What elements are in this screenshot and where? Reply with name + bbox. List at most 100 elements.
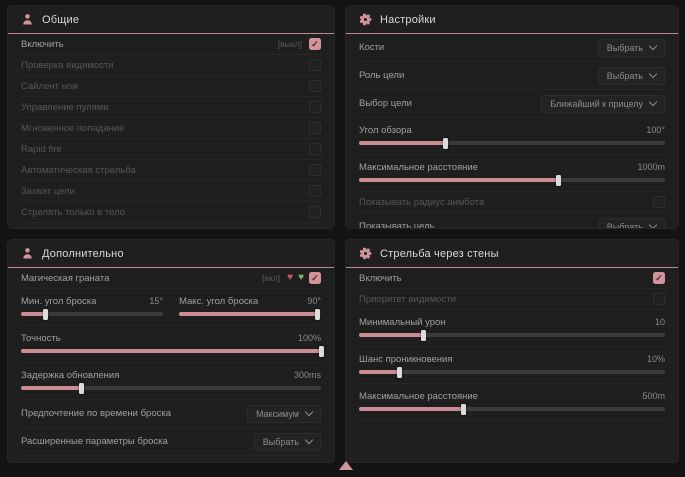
slider-value: 15° [149, 296, 163, 306]
dropdown[interactable]: Выбрать [253, 432, 321, 451]
slider-fill [359, 370, 399, 374]
panel-header-wallbang: Стрельба через стены [346, 240, 678, 268]
checkbox[interactable] [309, 206, 321, 218]
scroll-up-indicator-icon[interactable] [339, 461, 353, 470]
slider-track[interactable] [21, 345, 324, 357]
row-label: Выбор цели [359, 98, 412, 109]
panels-grid: Общие Включить [выкл] ✓ Проверка видимости Са… [8, 6, 678, 462]
row-controls [309, 206, 321, 218]
checkbox[interactable] [653, 293, 665, 305]
slider-half: Макс. угол броска 90° [179, 289, 321, 325]
bind-state-tag: [выкл] [277, 39, 302, 49]
row-label: Предпочтение по времени броска [21, 408, 171, 419]
row-label: Роль цели [359, 70, 405, 81]
bind-state-tag: [вкл] [262, 273, 281, 283]
dropdown-value: Выбрать [606, 70, 643, 81]
row-dropdown: Показывать цель Выбрать [359, 213, 665, 228]
row-checkbox: Мгновенное попадание [21, 118, 321, 139]
chevron-down-icon [304, 407, 314, 417]
row-label: Проверка видимости [21, 59, 114, 71]
chevron-down-icon [648, 69, 658, 79]
slider-handle[interactable] [43, 308, 49, 320]
panel-additional: Дополнительно Магическая граната [вкл] ♥ ♥ ✓ М… [8, 240, 334, 462]
dropdown[interactable]: Выбрать [597, 217, 665, 228]
panel-general: Общие Включить [выкл] ✓ Проверка видимости Са… [8, 6, 334, 228]
checkbox[interactable] [309, 185, 321, 197]
checkbox[interactable] [309, 80, 321, 92]
row-label: Угол обзора [359, 124, 412, 136]
row-checkbox: Приоритет видимости [359, 289, 665, 310]
heart-green-icon: ♥ [298, 272, 304, 283]
person-icon [21, 13, 34, 26]
slider-label-row: Мин. угол броска 15° [21, 293, 163, 309]
gear-icon [359, 13, 372, 26]
slider-handle[interactable] [421, 329, 427, 341]
slider-value: 100° [646, 125, 665, 135]
dropdown-value: Выбрать [262, 436, 299, 447]
slider-fill [21, 386, 81, 390]
slider-label-row: Угол обзора 100° [359, 122, 665, 138]
slider-track[interactable] [359, 174, 665, 186]
row-label: Кости [359, 42, 385, 53]
slider-track[interactable] [359, 137, 665, 149]
checkbox[interactable] [309, 143, 321, 155]
slider-value: 300ms [293, 370, 321, 380]
row-dropdown: Роль цели Выбрать [359, 62, 665, 90]
slider-track[interactable] [21, 308, 163, 320]
slider-track[interactable] [179, 308, 321, 320]
row-label: Захват цели [21, 185, 75, 197]
row-checkbox: Захват цели [21, 181, 321, 202]
slider-track[interactable] [359, 403, 665, 415]
row-label: Включить [21, 38, 64, 50]
row-slider: Точность 100% [21, 326, 324, 363]
slider-track[interactable] [21, 382, 321, 394]
slider-handle[interactable] [461, 403, 467, 415]
row-dropdown: Выбор цели Ближайший к прицелу [359, 90, 665, 118]
checkbox[interactable]: ✓ [309, 272, 321, 284]
slider-handle[interactable] [442, 137, 448, 149]
slider-handle[interactable] [396, 366, 402, 378]
checkbox[interactable] [309, 122, 321, 134]
checkbox[interactable] [653, 196, 665, 208]
checkbox[interactable] [309, 101, 321, 113]
chevron-down-icon [304, 435, 314, 445]
slider-track[interactable] [359, 329, 665, 341]
panel-title: Настройки [380, 13, 436, 26]
slider-handle[interactable] [314, 308, 320, 320]
row-dropdown: Расширенные параметры броска Выбрать [21, 428, 321, 456]
slider-label-row: Максимальное расстояние 1000m [359, 159, 665, 175]
row-checkbox: Магическая граната [вкл] ♥ ♥ ✓ [21, 268, 321, 289]
slider-track[interactable] [359, 366, 665, 378]
checkbox[interactable] [309, 164, 321, 176]
slider-label-row: Макс. угол броска 90° [179, 293, 321, 309]
row-controls: [вкл] ♥ ♥ ✓ [262, 272, 321, 284]
row-label: Стрелять только в тело [21, 206, 125, 218]
slider-fill [359, 407, 464, 411]
panel-rows: Кости Выбрать Роль цели Выбрать Выбор цели Бл… [346, 34, 678, 228]
row-dropdown: Предпочтение по времени броска Максимум [21, 400, 321, 428]
slider-label-row: Минимальный урон 10 [359, 314, 665, 330]
row-label: Автоматическая стрельба [21, 164, 136, 176]
slider-handle[interactable] [555, 174, 561, 186]
dropdown[interactable]: Выбрать [597, 38, 665, 57]
checkbox[interactable]: ✓ [309, 38, 321, 50]
row-label: Управление пулями [21, 101, 109, 113]
slider-value: 1000m [637, 162, 665, 172]
slider-value: 10% [646, 354, 665, 364]
row-label: Показывать радиус аимбота [359, 196, 485, 208]
row-controls [309, 80, 321, 92]
panel-title: Дополнительно [42, 247, 124, 260]
row-checkbox: Показывать радиус аимбота [359, 192, 665, 213]
dropdown[interactable]: Выбрать [597, 66, 665, 85]
person-icon [21, 247, 34, 260]
checkbox[interactable]: ✓ [653, 272, 665, 284]
panel-header-general: Общие [8, 6, 334, 34]
checkbox[interactable] [309, 59, 321, 71]
dropdown-value: Максимум [255, 408, 299, 419]
dropdown[interactable]: Максимум [246, 404, 321, 423]
dropdown[interactable]: Ближайший к прицелу [541, 94, 665, 113]
row-label: Rapid fire [21, 143, 62, 155]
slider-handle[interactable] [319, 345, 324, 357]
row-controls [653, 196, 665, 208]
slider-handle[interactable] [79, 382, 84, 394]
